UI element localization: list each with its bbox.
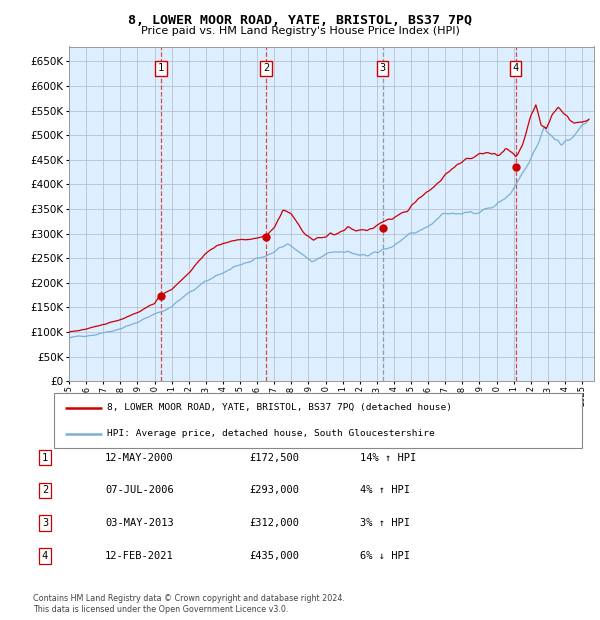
Text: 6% ↓ HPI: 6% ↓ HPI <box>360 551 410 561</box>
Text: 2: 2 <box>42 485 48 495</box>
Text: 2: 2 <box>263 63 269 73</box>
Text: 1: 1 <box>158 63 164 73</box>
Text: 3: 3 <box>42 518 48 528</box>
Text: 14% ↑ HPI: 14% ↑ HPI <box>360 453 416 463</box>
Text: 07-JUL-2006: 07-JUL-2006 <box>105 485 174 495</box>
Text: £293,000: £293,000 <box>249 485 299 495</box>
Text: 3% ↑ HPI: 3% ↑ HPI <box>360 518 410 528</box>
Text: 8, LOWER MOOR ROAD, YATE, BRISTOL, BS37 7PQ (detached house): 8, LOWER MOOR ROAD, YATE, BRISTOL, BS37 … <box>107 404 452 412</box>
Text: 03-MAY-2013: 03-MAY-2013 <box>105 518 174 528</box>
Text: 1: 1 <box>42 453 48 463</box>
Text: 4: 4 <box>42 551 48 561</box>
Text: £312,000: £312,000 <box>249 518 299 528</box>
Text: Contains HM Land Registry data © Crown copyright and database right 2024.: Contains HM Land Registry data © Crown c… <box>33 593 345 603</box>
Text: HPI: Average price, detached house, South Gloucestershire: HPI: Average price, detached house, Sout… <box>107 430 434 438</box>
Text: £172,500: £172,500 <box>249 453 299 463</box>
Text: £435,000: £435,000 <box>249 551 299 561</box>
Text: This data is licensed under the Open Government Licence v3.0.: This data is licensed under the Open Gov… <box>33 604 289 614</box>
Text: 8, LOWER MOOR ROAD, YATE, BRISTOL, BS37 7PQ: 8, LOWER MOOR ROAD, YATE, BRISTOL, BS37 … <box>128 14 472 27</box>
Text: 12-MAY-2000: 12-MAY-2000 <box>105 453 174 463</box>
Text: Price paid vs. HM Land Registry's House Price Index (HPI): Price paid vs. HM Land Registry's House … <box>140 26 460 36</box>
Text: 4: 4 <box>512 63 519 73</box>
Text: 4% ↑ HPI: 4% ↑ HPI <box>360 485 410 495</box>
FancyBboxPatch shape <box>54 393 582 448</box>
Text: 12-FEB-2021: 12-FEB-2021 <box>105 551 174 561</box>
Text: 3: 3 <box>380 63 386 73</box>
